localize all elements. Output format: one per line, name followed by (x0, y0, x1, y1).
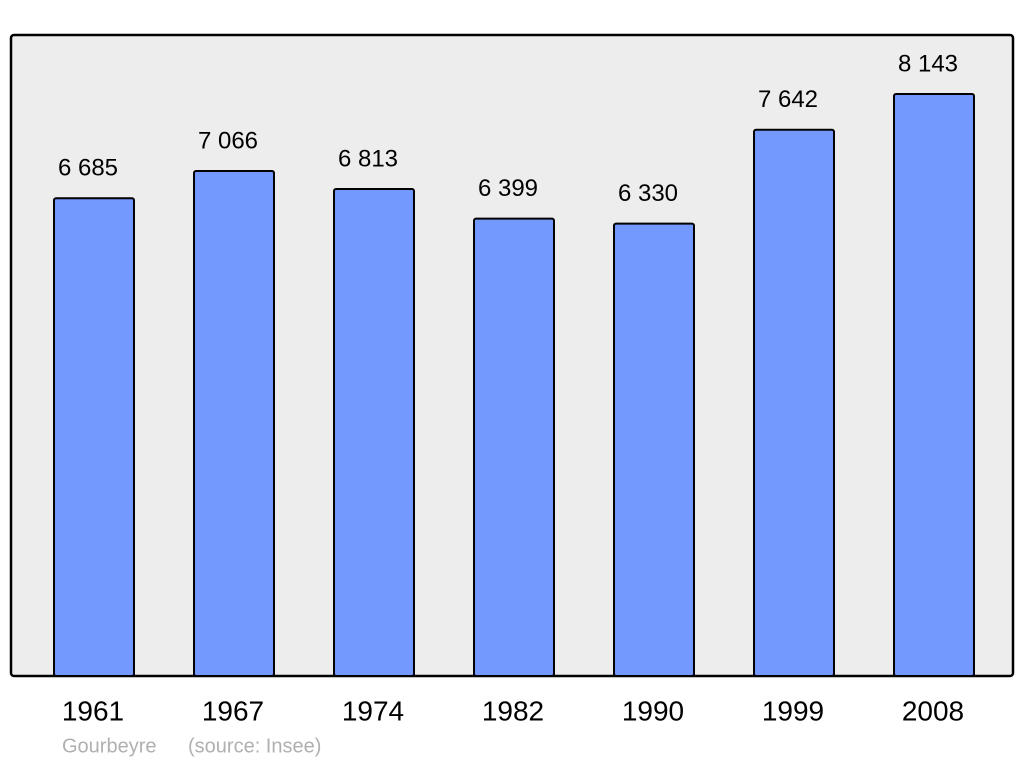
source-note: (source: Insee) (188, 735, 321, 757)
x-tick-label: 2008 (902, 695, 964, 726)
bar (53, 197, 135, 677)
value-label: 6 685 (58, 155, 118, 182)
value-label: 7 642 (758, 86, 818, 113)
x-tick-label: 1961 (62, 695, 124, 726)
x-tick-label: 1982 (482, 695, 544, 726)
bar (753, 128, 835, 678)
value-label: 6 330 (618, 180, 678, 207)
value-label: 8 143 (898, 50, 958, 77)
x-tick-label: 1974 (342, 695, 404, 726)
value-label: 7 066 (198, 127, 258, 154)
bar (613, 222, 695, 677)
x-tick-label: 1999 (762, 695, 824, 726)
place-name: Gourbeyre (62, 735, 157, 757)
bar (193, 169, 275, 678)
bar (333, 188, 415, 678)
x-tick-label: 1967 (202, 695, 264, 726)
value-label: 6 813 (338, 145, 398, 172)
x-tick-label: 1990 (622, 695, 684, 726)
bar (893, 93, 975, 677)
value-label: 6 399 (478, 175, 538, 202)
bar (473, 217, 555, 677)
